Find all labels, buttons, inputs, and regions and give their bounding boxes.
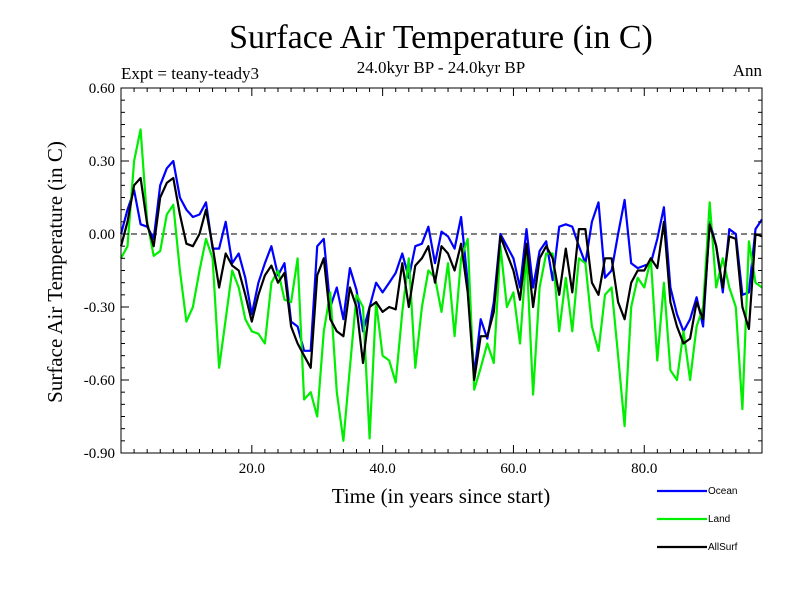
y-tick-label: 0.00 xyxy=(89,227,115,243)
x-tick-label: 80.0 xyxy=(631,461,657,477)
x-tick-label: 20.0 xyxy=(239,461,265,477)
y-tick-label: -0.90 xyxy=(84,446,115,462)
y-tick-label: 0.60 xyxy=(89,81,115,97)
chart-subtitle: 24.0kyr BP - 24.0kyr BP xyxy=(357,58,525,77)
legend-label-land: Land xyxy=(708,514,730,525)
series-line-allsurf xyxy=(119,176,763,382)
experiment-label: Expt = teany-teady3 xyxy=(121,64,259,83)
x-axis: 20.0 40.0 60.0 80.0 xyxy=(133,88,763,477)
y-tick-label: -0.30 xyxy=(84,300,115,316)
legend-label-allsurf: AllSurf xyxy=(708,542,738,553)
legend: Ocean Land AllSurf xyxy=(657,486,738,553)
y-axis-label: Surface Air Temperature (in C) xyxy=(43,141,67,403)
series-line-land xyxy=(120,128,763,442)
legend-label-ocean: Ocean xyxy=(708,486,737,497)
x-tick-label: 60.0 xyxy=(500,461,526,477)
y-axis: -0.90 -0.60 -0.30 0.00 0.30 0.60 xyxy=(84,81,762,462)
y-tick-label: 0.30 xyxy=(89,154,115,170)
chart-title: Surface Air Temperature (in C) xyxy=(229,19,653,56)
series-lines xyxy=(119,128,763,442)
season-label: Ann xyxy=(733,61,763,80)
x-tick-label: 40.0 xyxy=(370,461,396,477)
y-tick-label: -0.60 xyxy=(84,373,115,389)
x-axis-label: Time (in years since start) xyxy=(332,484,551,508)
series-line-ocean xyxy=(119,159,763,377)
